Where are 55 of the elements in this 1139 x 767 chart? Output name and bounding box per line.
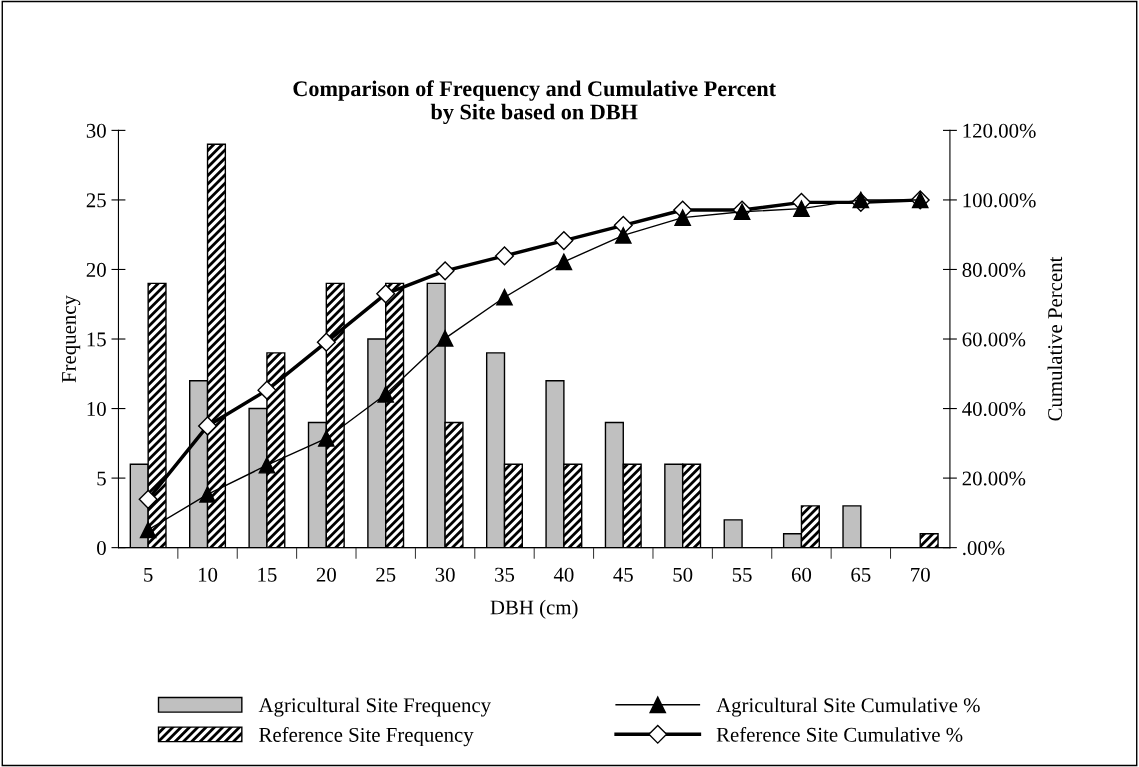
x-tick-label: 55 bbox=[732, 567, 752, 582]
point bbox=[554, 231, 574, 251]
legend-label: Agricultural Site Frequency bbox=[258, 697, 491, 717]
legend-label: Agricultural Site Cumulative % bbox=[716, 697, 980, 717]
point bbox=[198, 416, 218, 436]
chart-title: Comparison of Frequency and Cumulative Percent by Site based on DBH bbox=[293, 80, 776, 125]
y2-tick-label: .00% bbox=[963, 541, 1005, 556]
point bbox=[793, 200, 810, 217]
point bbox=[496, 288, 513, 306]
x-tick-label: 70 bbox=[911, 567, 930, 582]
x-tick-label: 15 bbox=[258, 567, 277, 582]
point bbox=[199, 486, 216, 503]
x-tick-label: 20 bbox=[316, 567, 336, 582]
y-tick-label: 5 bbox=[97, 471, 106, 486]
x-tick-label: 40 bbox=[553, 567, 574, 582]
point bbox=[377, 385, 395, 403]
point bbox=[494, 246, 515, 266]
point bbox=[435, 261, 455, 281]
y-tick-label: 20 bbox=[86, 262, 106, 277]
y-axis-title: Frequency bbox=[62, 295, 81, 383]
x-tick-label: 35 bbox=[495, 567, 515, 582]
point bbox=[436, 329, 454, 347]
y-tick-label: 30 bbox=[86, 123, 106, 138]
x-tick-label: 45 bbox=[613, 567, 633, 582]
point bbox=[138, 489, 158, 509]
point bbox=[674, 209, 692, 226]
point bbox=[555, 253, 573, 271]
y2-tick-label: 20.00% bbox=[962, 471, 1026, 486]
point bbox=[316, 332, 336, 352]
x-tick-label: 65 bbox=[851, 567, 871, 582]
x-tick-label: 25 bbox=[376, 567, 396, 582]
y-tick-label: 25 bbox=[86, 193, 106, 208]
point bbox=[614, 227, 632, 244]
y-tick-label: 10 bbox=[87, 401, 106, 416]
x-axis-title: DBH (cm) bbox=[490, 599, 578, 619]
legend-label: Reference Site Frequency bbox=[259, 727, 474, 747]
y2-tick-label: 40.00% bbox=[962, 401, 1026, 417]
point bbox=[257, 380, 277, 400]
x-tick-label: 50 bbox=[673, 567, 693, 582]
point bbox=[376, 284, 396, 304]
point bbox=[317, 430, 335, 447]
y-tick-label: 0 bbox=[97, 541, 106, 556]
x-tick-label: 60 bbox=[791, 567, 812, 582]
y2-tick-label: 120.00% bbox=[963, 123, 1036, 138]
point bbox=[139, 521, 157, 539]
y2-axis-title: Cumulative Percent bbox=[1047, 256, 1063, 421]
y-tick-label: 15 bbox=[87, 332, 106, 347]
point bbox=[258, 456, 276, 474]
x-tick-label: 10 bbox=[198, 567, 218, 582]
y2-tick-label: 100.00% bbox=[963, 193, 1036, 208]
y2-tick-label: 80.00% bbox=[962, 262, 1026, 277]
y2-tick-label: 60.00% bbox=[962, 332, 1026, 347]
legend-label: Reference Site Cumulative % bbox=[716, 726, 963, 742]
x-tick-label: 30 bbox=[435, 567, 455, 582]
x-tick-label: 5 bbox=[144, 567, 153, 582]
